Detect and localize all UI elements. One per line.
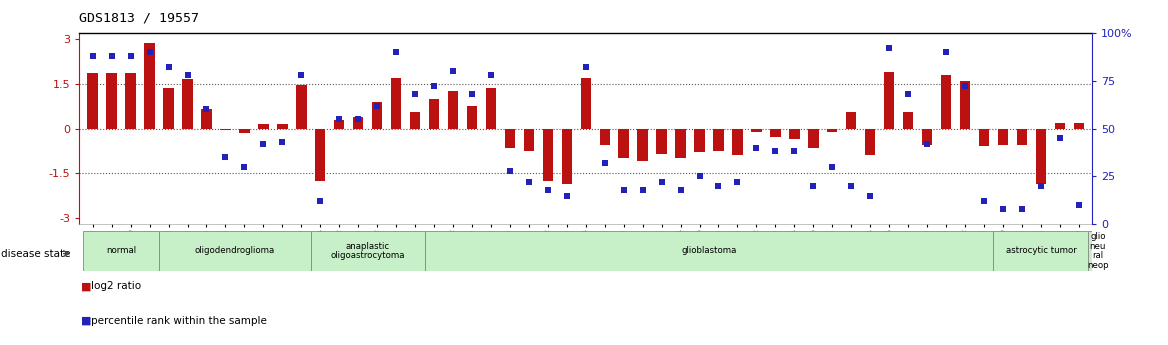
Text: astrocytic tumor: astrocytic tumor bbox=[1006, 246, 1076, 256]
Bar bbox=[334, 119, 345, 128]
Text: glio
neu
ral
neop: glio neu ral neop bbox=[1087, 232, 1108, 270]
Bar bbox=[201, 109, 211, 128]
Bar bbox=[790, 128, 800, 139]
Bar bbox=[808, 128, 819, 148]
Bar bbox=[296, 85, 306, 128]
Bar bbox=[145, 43, 155, 128]
Bar bbox=[505, 128, 515, 148]
Text: ■: ■ bbox=[81, 316, 91, 326]
Bar bbox=[922, 128, 932, 145]
Bar bbox=[429, 99, 439, 128]
Bar bbox=[221, 128, 230, 130]
Bar bbox=[391, 78, 402, 128]
Bar bbox=[997, 128, 1008, 145]
Bar bbox=[182, 79, 193, 128]
Bar bbox=[410, 112, 420, 128]
Text: normal: normal bbox=[106, 246, 137, 256]
Bar bbox=[125, 73, 135, 128]
Bar bbox=[88, 73, 98, 128]
Bar bbox=[239, 128, 250, 133]
Bar bbox=[694, 128, 704, 152]
Bar bbox=[311, 231, 424, 271]
Text: disease state: disease state bbox=[1, 249, 71, 258]
Bar bbox=[523, 128, 534, 151]
Bar bbox=[619, 128, 628, 158]
Text: percentile rank within the sample: percentile rank within the sample bbox=[91, 316, 267, 326]
Bar bbox=[994, 231, 1089, 271]
Bar bbox=[159, 231, 311, 271]
Bar bbox=[467, 106, 478, 128]
Bar bbox=[884, 72, 895, 128]
Bar bbox=[315, 128, 326, 181]
Bar bbox=[714, 128, 724, 151]
Bar bbox=[827, 128, 837, 131]
Bar bbox=[941, 75, 951, 128]
Bar bbox=[1055, 122, 1065, 128]
Bar bbox=[164, 88, 174, 128]
Bar bbox=[277, 124, 287, 128]
Bar bbox=[770, 128, 780, 138]
Text: ■: ■ bbox=[81, 282, 91, 291]
Text: glioblastoma: glioblastoma bbox=[681, 246, 737, 256]
Bar bbox=[353, 117, 363, 128]
Bar bbox=[675, 128, 686, 158]
Bar bbox=[865, 128, 876, 156]
Bar bbox=[258, 124, 269, 128]
Bar bbox=[903, 112, 913, 128]
Bar bbox=[846, 112, 856, 128]
Bar bbox=[83, 231, 159, 271]
Bar bbox=[979, 128, 989, 147]
Text: oligodendroglioma: oligodendroglioma bbox=[195, 246, 274, 256]
Bar bbox=[599, 128, 610, 145]
Bar bbox=[1016, 128, 1027, 145]
Bar bbox=[960, 81, 971, 128]
Bar bbox=[543, 128, 552, 181]
Bar bbox=[447, 91, 458, 128]
Bar bbox=[486, 88, 496, 128]
Bar bbox=[638, 128, 648, 161]
Bar bbox=[1073, 122, 1084, 128]
Bar bbox=[106, 73, 117, 128]
Text: GDS1813 / 19557: GDS1813 / 19557 bbox=[79, 11, 200, 24]
Bar bbox=[1089, 231, 1107, 271]
Text: anaplastic
oligoastrocytoma: anaplastic oligoastrocytoma bbox=[331, 241, 405, 260]
Bar bbox=[371, 101, 382, 128]
Text: log2 ratio: log2 ratio bbox=[91, 282, 141, 291]
Bar bbox=[580, 78, 591, 128]
Bar bbox=[732, 128, 743, 156]
Bar bbox=[656, 128, 667, 154]
Bar bbox=[424, 231, 994, 271]
Bar bbox=[562, 128, 572, 184]
Bar bbox=[1036, 128, 1047, 184]
Bar bbox=[751, 128, 762, 131]
